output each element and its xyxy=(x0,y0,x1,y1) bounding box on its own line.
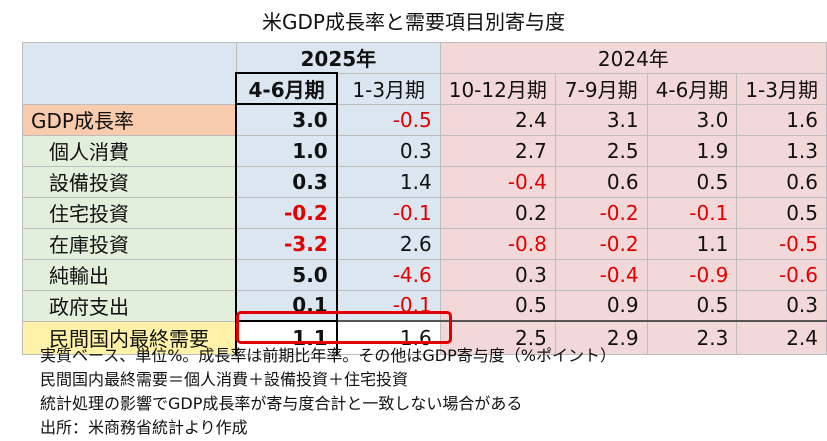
value-cell: 3.1 xyxy=(554,103,648,136)
value-cell: 0.5 xyxy=(736,196,827,229)
table-row: GDP成長率 3.0 -0.5 2.4 3.1 3.0 1.6 xyxy=(22,103,827,136)
row-label: 個人消費 xyxy=(22,134,237,167)
value-cell: -4.6 xyxy=(336,258,441,291)
table-row: 民間国内最終需要 1.1 1.6 2.5 2.9 2.3 2.4 xyxy=(22,320,827,355)
table-row: 純輸出 5.0 -4.6 0.3 -0.4 -0.9 -0.6 xyxy=(22,258,827,291)
value-cell: 0.3 xyxy=(336,134,441,167)
table-row: 在庫投資 -3.2 2.6 -0.8 -0.2 1.1 -0.5 xyxy=(22,227,827,260)
value-cell: 2.9 xyxy=(554,320,648,355)
value-cell: 1.1 xyxy=(235,320,338,355)
table-title: 米GDP成長率と需要項目別寄与度 xyxy=(262,10,565,34)
value-cell: 1.3 xyxy=(736,134,827,167)
row-label: 純輸出 xyxy=(22,258,237,291)
quarter-header: 7-9月期 xyxy=(554,72,648,105)
value-cell: 2.3 xyxy=(646,320,738,355)
value-cell: 0.1 xyxy=(235,289,338,322)
gdp-contribution-table: 2025年 2024年 4-6月期 1-3月期 10-12月期 7-9月期 4-… xyxy=(22,42,827,355)
value-cell: -3.2 xyxy=(235,227,338,260)
value-cell: -0.2 xyxy=(554,196,648,229)
table-row: 住宅投資 -0.2 -0.1 0.2 -0.2 -0.1 0.5 xyxy=(22,196,827,229)
table-row: 政府支出 0.1 -0.1 0.5 0.9 0.5 0.3 xyxy=(22,289,827,322)
row-label: 設備投資 xyxy=(22,165,237,198)
value-cell: 1.0 xyxy=(235,134,338,167)
value-cell: 1.6 xyxy=(736,103,827,136)
value-cell: 1.9 xyxy=(646,134,738,167)
quarter-header: 1-3月期 xyxy=(736,72,827,105)
note-line: 実質ベース、単位%。成長率は前期比年率。その他はGDP寄与度（%ポイント） xyxy=(40,346,616,365)
value-cell: 3.0 xyxy=(235,103,338,136)
value-cell: 2.5 xyxy=(554,134,648,167)
value-cell: 0.3 xyxy=(736,289,827,322)
value-cell: -0.4 xyxy=(439,165,556,198)
value-cell: 0.2 xyxy=(439,196,556,229)
value-cell: 5.0 xyxy=(235,258,338,291)
value-cell: 0.5 xyxy=(646,289,738,322)
value-cell: -0.2 xyxy=(235,196,338,229)
value-cell: 2.4 xyxy=(736,320,827,355)
quarter-header: 4-6月期 xyxy=(235,72,338,105)
value-cell: 2.4 xyxy=(439,103,556,136)
table-row: 設備投資 0.3 1.4 -0.4 0.6 0.5 0.6 xyxy=(22,165,827,198)
quarter-header: 10-12月期 xyxy=(439,72,556,105)
note-line: 出所：米商務省統計より作成 xyxy=(40,418,248,437)
value-cell: 2.6 xyxy=(336,227,441,260)
value-cell: 2.7 xyxy=(439,134,556,167)
value-cell: 1.6 xyxy=(336,320,441,355)
value-cell: 0.5 xyxy=(439,289,556,322)
note-line: 民間国内最終需要＝個人消費＋設備投資＋住宅投資 xyxy=(40,370,409,389)
value-cell: 1.4 xyxy=(336,165,441,198)
row-label: 民間国内最終需要 xyxy=(22,320,237,355)
value-cell: -0.1 xyxy=(336,196,441,229)
value-cell: 0.5 xyxy=(646,165,738,198)
value-cell: 0.3 xyxy=(235,165,338,198)
value-cell: -0.5 xyxy=(736,227,827,260)
row-label: 在庫投資 xyxy=(22,227,237,260)
note-line: 統計処理の影響でGDP成長率が寄与度合計と一致しない場合がある xyxy=(40,394,523,413)
highlight-box xyxy=(236,311,452,344)
value-cell: 1.1 xyxy=(646,227,738,260)
quarter-header: 4-6月期 xyxy=(646,72,738,105)
value-cell: -0.8 xyxy=(439,227,556,260)
notes: 実質ベース、単位%。成長率は前期比年率。その他はGDP寄与度（%ポイント） 民間… xyxy=(40,344,616,440)
value-cell: -0.6 xyxy=(736,258,827,291)
value-cell: 0.6 xyxy=(736,165,827,198)
value-cell: -0.5 xyxy=(336,103,441,136)
quarter-header: 1-3月期 xyxy=(336,72,441,105)
row-label: 政府支出 xyxy=(22,289,237,322)
value-cell: -0.9 xyxy=(646,258,738,291)
value-cell: 3.0 xyxy=(646,103,738,136)
value-cell: 0.9 xyxy=(554,289,648,322)
value-cell: 0.6 xyxy=(554,165,648,198)
row-label: GDP成長率 xyxy=(22,103,237,136)
corner-cell xyxy=(22,42,237,105)
value-cell: -0.1 xyxy=(646,196,738,229)
row-label: 住宅投資 xyxy=(22,196,237,229)
value-cell: -0.4 xyxy=(554,258,648,291)
year-header-2024: 2024年 xyxy=(439,42,827,74)
year-header-2025: 2025年 xyxy=(235,42,441,74)
table-row: 個人消費 1.0 0.3 2.7 2.5 1.9 1.3 xyxy=(22,134,827,167)
value-cell: 2.5 xyxy=(439,320,556,355)
value-cell: -0.2 xyxy=(554,227,648,260)
value-cell: 0.3 xyxy=(439,258,556,291)
